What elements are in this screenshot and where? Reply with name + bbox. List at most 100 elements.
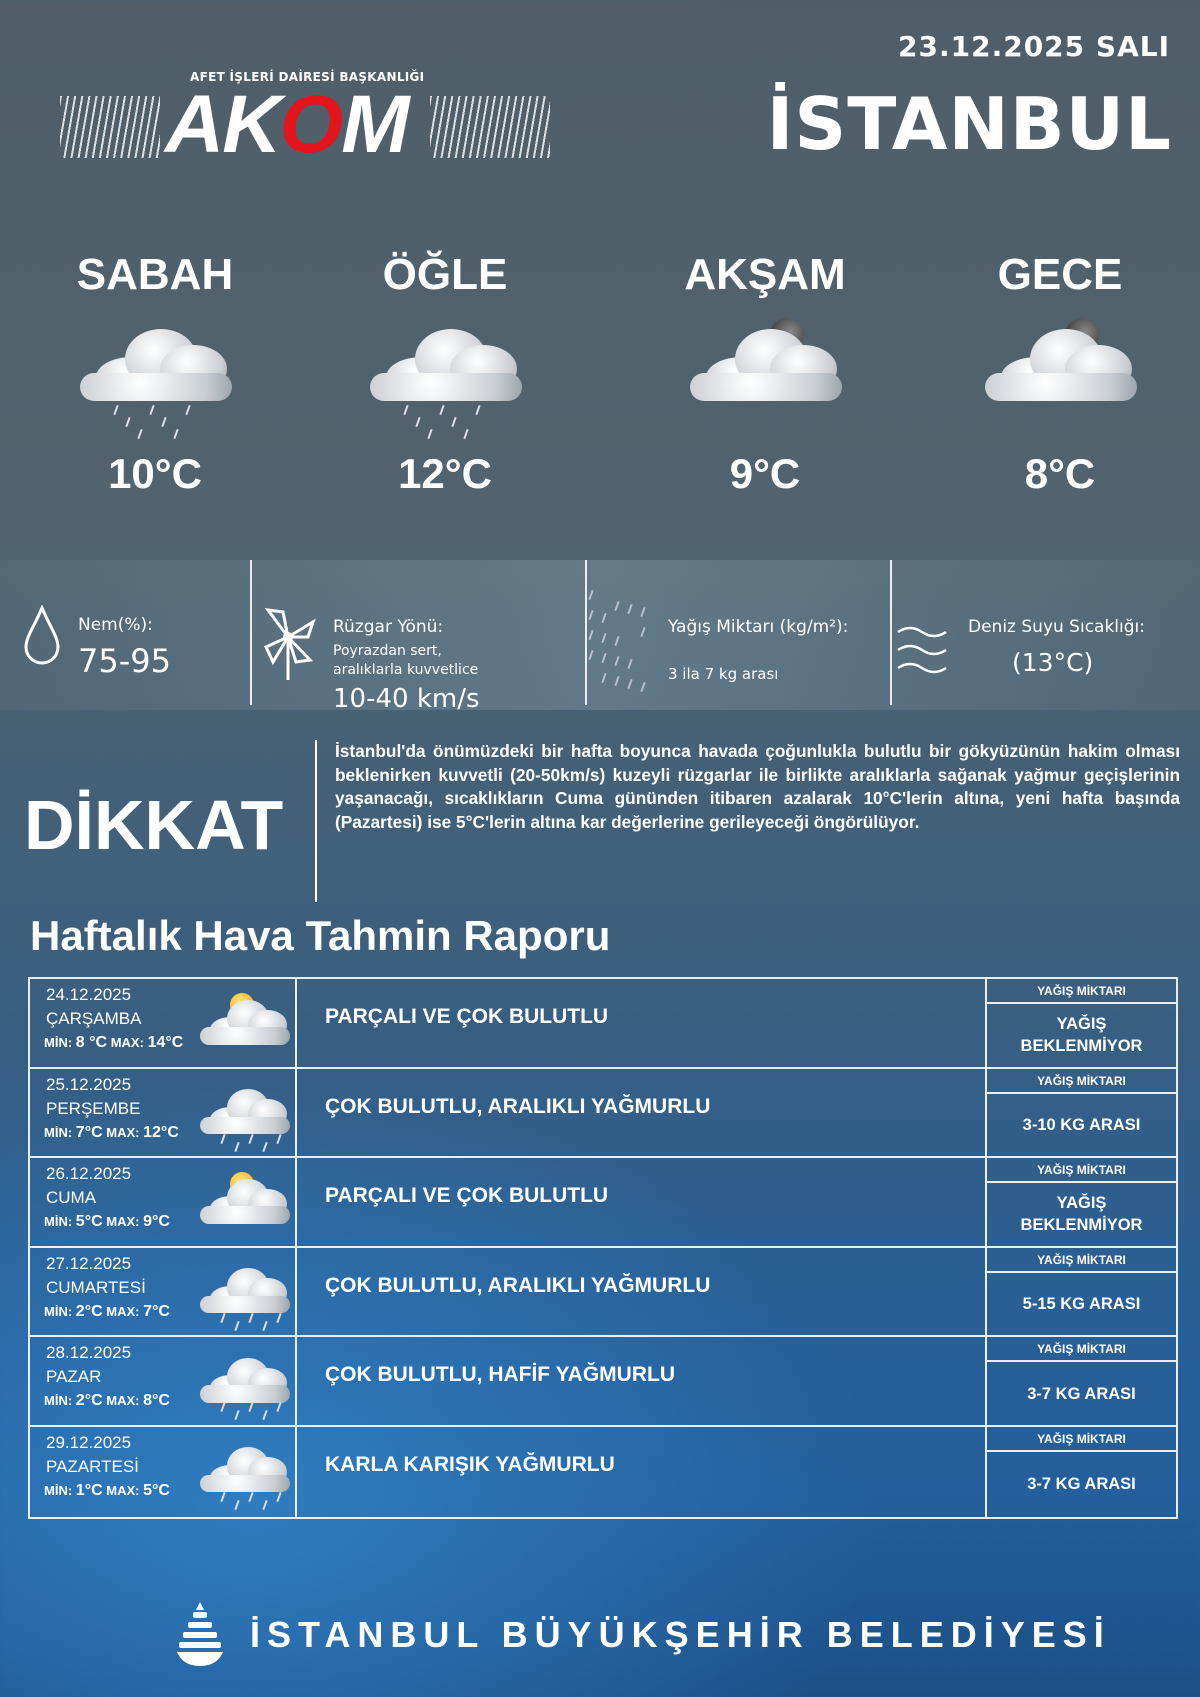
cloud-rain-icon [200, 1079, 310, 1152]
max-label: MAX: [110, 1035, 144, 1050]
logo-subtitle: AFET İŞLERİ DAİRESİ BAŞKANLIĞI [190, 70, 425, 84]
min-temp: 2°C [75, 1302, 103, 1320]
conditions-panel: Nem(%): 75-95 Rüzgar Yönü: Poyrazdan ser… [0, 560, 1200, 714]
forecast-row: 29.12.2025 PAZARTESİ MİN: 1°C MAX: 5°C KARL… [30, 1426, 1176, 1517]
sea-temp-label: Deniz Suyu Sıcaklığı: [968, 617, 1145, 637]
day-date: 29.12.2025 [46, 1432, 132, 1452]
max-temp: 14°C [147, 1034, 184, 1051]
period-3: GECE 8°C [915, 250, 1200, 498]
day-cell: 24.12.2025 ÇARŞAMBA MİN: 8 °C MAX: 14°C [30, 979, 297, 1067]
moon-cloud-icon [620, 300, 910, 450]
min-temp: 8 °C [75, 1034, 108, 1051]
weekly-title: Haftalık Hava Tahmin Raporu [30, 912, 611, 959]
period-2: AKŞAM 9°C [620, 250, 910, 498]
min-temp: 5°C [75, 1213, 103, 1231]
forecast-row: 26.12.2025 CUMA MİN: 5°C MAX: 9°C PARÇALI V… [30, 1158, 1176, 1248]
day-date: 27.12.2025 [46, 1253, 132, 1273]
max-temp: 7°C [143, 1302, 170, 1320]
precip-amount: 3-7 KG ARASI [1027, 1384, 1136, 1403]
forecast-desc: ÇOK BULUTLU, HAFİF YAĞMURLU [297, 1337, 987, 1425]
cloud-shape [200, 1266, 295, 1316]
footer-text: İSTANBUL BÜYÜKŞEHİR BELEDİYESİ [250, 1614, 1111, 1655]
precip-amount: 3-10 KG ARASI [1022, 1115, 1141, 1134]
cloud-shape [200, 1355, 295, 1405]
forecast-desc: KARLA KARIŞIK YAĞMURLU [297, 1426, 987, 1517]
precip-header: YAĞIŞ MİKTARI [987, 1158, 1176, 1184]
day-date: 26.12.2025 [46, 1164, 132, 1184]
cloud-shape [200, 1445, 295, 1495]
cloud-rain-icon [300, 300, 590, 450]
max-label: MAX: [106, 1124, 140, 1140]
max-temp: 8°C [143, 1392, 170, 1410]
period-1: ÖĞLE 12°C [300, 250, 590, 498]
wind-label: Rüzgar Yönü: [333, 617, 444, 637]
precip-header: YAĞIŞ MİKTARI [987, 1427, 1176, 1452]
day-name: PERŞEMBE [46, 1098, 141, 1118]
forecast-desc: PARÇALI VE ÇOK BULUTLU [297, 979, 987, 1067]
report-date: 23.12.2025 SALI [898, 30, 1170, 63]
wind-desc-1: Poyrazdan sert, [333, 643, 442, 659]
humidity-value: 75-95 [78, 642, 171, 680]
forecast-desc: ÇOK BULUTLU, ARALIKLI YAĞMURLU [297, 1247, 987, 1336]
forecast-desc: PARÇALI VE ÇOK BULUTLU [297, 1158, 987, 1246]
day-cell: 27.12.2025 CUMARTESİ MİN: 2°C MAX: 7°C [30, 1247, 297, 1336]
period-temp: 8°C [1024, 450, 1096, 497]
min-label: MİN: [44, 1214, 73, 1230]
day-date: 28.12.2025 [46, 1343, 132, 1363]
max-label: MAX: [106, 1482, 140, 1498]
day-date: 24.12.2025 [46, 985, 132, 1004]
logo-text: AKOM [165, 79, 410, 170]
cloud-shape [985, 325, 1145, 405]
cloud-shape [690, 325, 850, 405]
day-date: 25.12.2025 [46, 1074, 132, 1094]
max-temp: 9°C [143, 1213, 170, 1231]
forecast-row: 25.12.2025 PERŞEMBE MİN: 7°C MAX: 12°C ÇOK … [30, 1068, 1176, 1159]
cloud-rain-icon [200, 1347, 310, 1421]
warning-text: İstanbul'da önümüzdeki bir hafta boyunca… [335, 741, 1180, 832]
cloud-shape [200, 1176, 295, 1226]
period-temp: 10°C [108, 450, 202, 497]
forecast-row: 24.12.2025 ÇARŞAMBA MİN: 8 °C MAX: 14°C PAR… [30, 979, 1176, 1069]
sun-cloud-icon [200, 989, 310, 1059]
pinwheel-icon [258, 602, 318, 686]
day-name: PAZAR [46, 1367, 102, 1387]
waves-icon [896, 620, 950, 684]
sea-temp-value: (13°C) [1012, 648, 1094, 677]
min-temp: 2°C [75, 1392, 103, 1410]
precip-header: YAĞIŞ MİKTARI [987, 1337, 1176, 1363]
cloud-rain-icon [10, 300, 300, 450]
day-name: PAZARTESİ [46, 1456, 139, 1476]
day-cell: 28.12.2025 PAZAR MİN: 2°C MAX: 8°C [30, 1337, 297, 1425]
precip-label: Yağış Miktarı (kg/m²): [668, 617, 849, 637]
sun-cloud-icon [200, 1168, 310, 1238]
min-label: MİN: [44, 1035, 73, 1050]
warning-title: DİKKAT [24, 786, 284, 864]
cloud-shape [200, 1087, 295, 1137]
forecast-desc: ÇOK BULUTLU, ARALIKLI YAĞMURLU [297, 1068, 987, 1157]
max-temp: 12°C [143, 1123, 179, 1141]
min-temp: 1°C [75, 1481, 103, 1499]
precip-header: YAĞIŞ MİKTARI [987, 979, 1176, 1004]
max-label: MAX: [106, 1214, 140, 1230]
ibb-logo-icon [177, 1602, 223, 1666]
day-cell: 25.12.2025 PERŞEMBE MİN: 7°C MAX: 12°C [30, 1068, 297, 1157]
forecast-row: 28.12.2025 PAZAR MİN: 2°C MAX: 8°C ÇOK BULU… [30, 1337, 1176, 1427]
day-cell: 26.12.2025 CUMA MİN: 5°C MAX: 9°C [30, 1158, 297, 1246]
rain-drops-icon [588, 589, 660, 700]
cloud-shape [370, 325, 530, 405]
period-name: ÖĞLE [382, 250, 508, 299]
max-label: MAX: [106, 1393, 140, 1409]
divider [315, 740, 317, 902]
precip-value: 3 ila 7 kg arası [668, 665, 779, 683]
cloud-shape [80, 325, 240, 405]
min-temp: 7°C [75, 1123, 103, 1141]
precip-amount: 5-15 KG ARASI [1022, 1295, 1141, 1314]
period-temp: 9°C [729, 450, 801, 497]
min-label: MİN: [44, 1303, 73, 1319]
day-cell: 29.12.2025 PAZARTESİ MİN: 1°C MAX: 5°C [30, 1426, 297, 1517]
droplet-icon [22, 604, 62, 669]
period-name: SABAH [76, 250, 234, 299]
day-name: CUMA [46, 1188, 97, 1208]
period-temp: 12°C [398, 450, 492, 497]
cloud-rain-icon [200, 1258, 310, 1331]
